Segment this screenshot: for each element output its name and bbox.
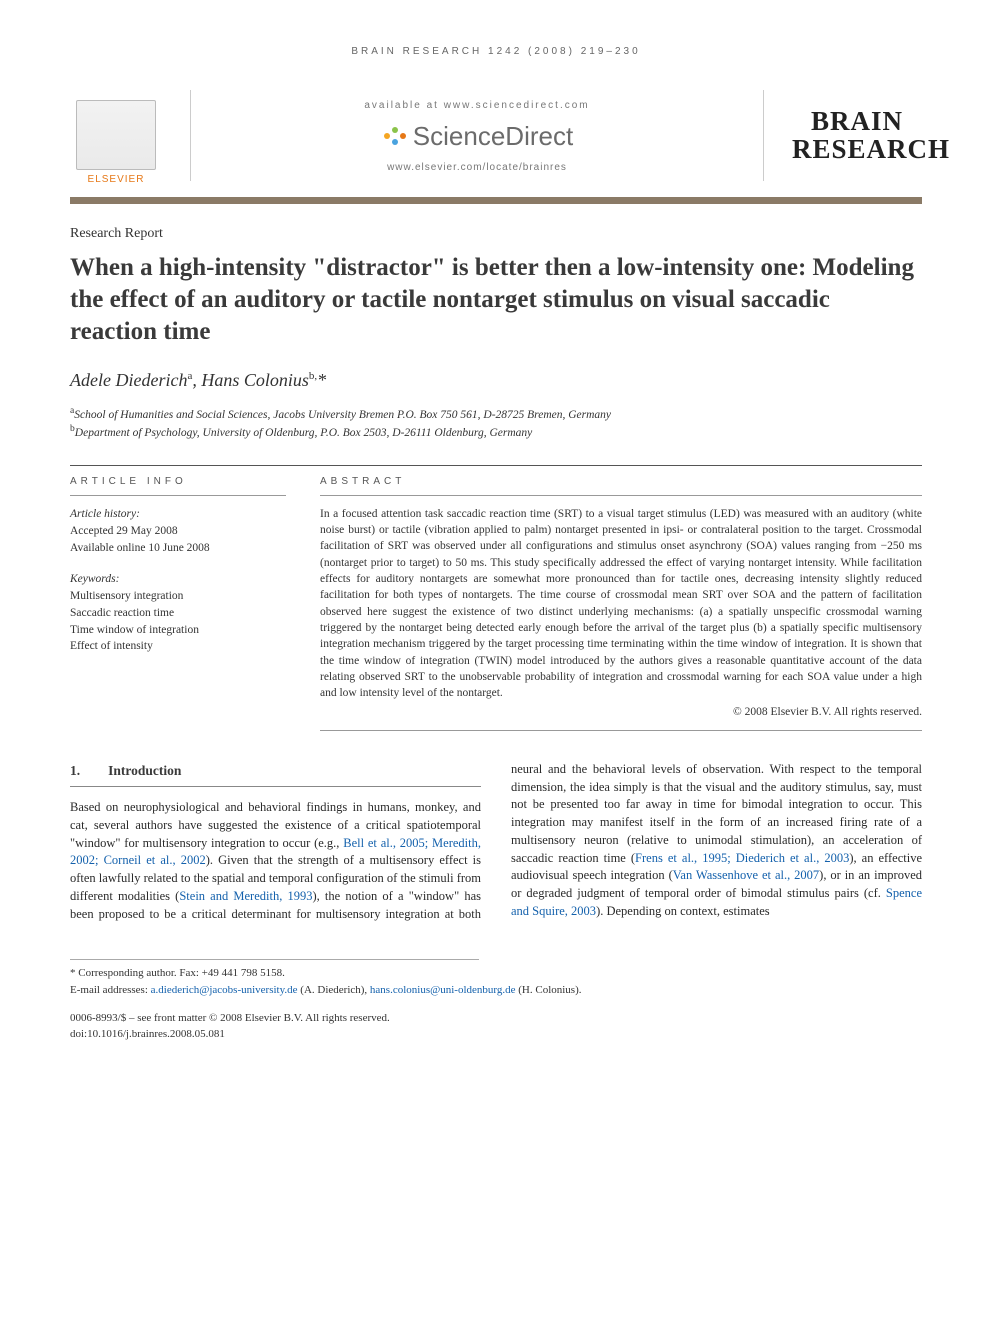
- publisher-header: ELSEVIER available at www.sciencedirect.…: [70, 79, 922, 193]
- article-info-head: ARTICLE INFO: [70, 466, 286, 496]
- abstract-copyright: © 2008 Elsevier B.V. All rights reserved…: [320, 704, 922, 720]
- accepted-date: Accepted 29 May 2008: [70, 523, 286, 540]
- keyword: Multisensory integration: [70, 588, 286, 605]
- journal-url[interactable]: www.elsevier.com/locate/brainres: [387, 162, 567, 173]
- keyword: Saccadic reaction time: [70, 605, 286, 622]
- keyword: Effect of intensity: [70, 638, 286, 655]
- email-who-1: (A. Diederich),: [298, 984, 370, 996]
- journal-logo: BRAIN RESEARCH: [792, 107, 922, 164]
- abstract-column: ABSTRACT In a focused attention task sac…: [320, 466, 922, 731]
- header-rule: [70, 197, 922, 204]
- sciencedirect-name: ScienceDirect: [413, 121, 573, 152]
- journal-name-line2: RESEARCH: [792, 135, 922, 163]
- section-header-intro: 1. Introduction: [70, 761, 481, 787]
- keyword: Time window of integration: [70, 622, 286, 639]
- report-type: Research Report: [70, 226, 922, 242]
- email-link-1[interactable]: a.diederich@jacobs-university.de: [151, 984, 298, 996]
- doi-block: 0006-8993/$ – see front matter © 2008 El…: [70, 1011, 922, 1043]
- elsevier-tree-icon: [76, 100, 156, 170]
- doi: doi:10.1016/j.brainres.2008.05.081: [70, 1027, 922, 1043]
- affiliation-b: bDepartment of Psychology, University of…: [70, 423, 922, 439]
- elsevier-text: ELSEVIER: [88, 174, 145, 185]
- history-label: Article history:: [70, 506, 286, 523]
- footnotes-emails: E-mail addresses: a.diederich@jacobs-uni…: [70, 983, 922, 999]
- available-at-text: available at www.sciencedirect.com: [364, 100, 589, 111]
- abstract-head: ABSTRACT: [320, 466, 922, 496]
- keywords-label: Keywords:: [70, 571, 286, 588]
- running-head: BRAIN RESEARCH 1242 (2008) 219–230: [70, 46, 922, 57]
- authors: Adele Diedericha, Hans Coloniusb,*: [70, 370, 922, 391]
- journal-name-line1: BRAIN: [792, 107, 922, 135]
- sciencedirect-icon: [381, 123, 407, 149]
- emails-label: E-mail addresses:: [70, 984, 151, 996]
- article-info-column: ARTICLE INFO Article history: Accepted 2…: [70, 466, 286, 731]
- article-title: When a high-intensity "distractor" is be…: [70, 252, 922, 348]
- online-date: Available online 10 June 2008: [70, 540, 286, 557]
- elsevier-logo: ELSEVIER: [70, 85, 162, 185]
- affiliation-a: aSchool of Humanities and Social Science…: [70, 405, 922, 421]
- email-who-2: (H. Colonius).: [516, 984, 582, 996]
- corresponding-author: * Corresponding author. Fax: +49 441 798…: [70, 966, 479, 982]
- front-matter: 0006-8993/$ – see front matter © 2008 El…: [70, 1011, 922, 1027]
- sciencedirect-block: available at www.sciencedirect.com Scien…: [190, 90, 764, 181]
- body-columns: 1. Introduction Based on neurophysiologi…: [70, 761, 922, 923]
- footnotes: * Corresponding author. Fax: +49 441 798…: [70, 959, 479, 982]
- section-number: 1.: [70, 761, 80, 780]
- email-link-2[interactable]: hans.colonius@uni-oldenburg.de: [370, 984, 516, 996]
- section-title: Introduction: [108, 761, 181, 780]
- abstract-text: In a focused attention task saccadic rea…: [320, 508, 922, 700]
- sciencedirect-logo: ScienceDirect: [381, 121, 573, 152]
